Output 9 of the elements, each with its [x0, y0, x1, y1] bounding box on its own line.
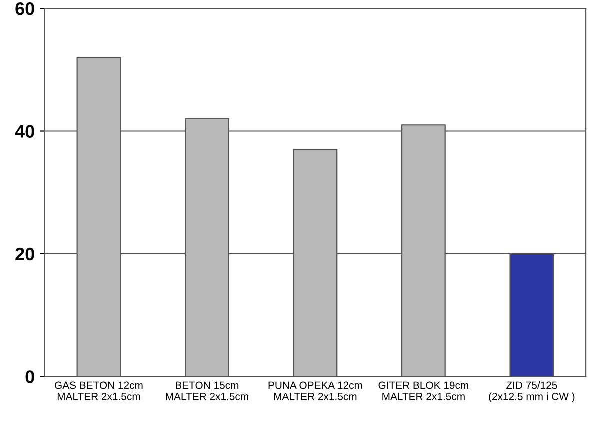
y-tick-label: 20 — [16, 248, 34, 261]
y-tick-label: 40 — [15, 125, 34, 138]
y-tick-label: 0 — [26, 370, 34, 384]
y-tick-label: 60 — [16, 2, 34, 16]
x-tick-label: GAS BETON 12cm MALTER 2x1.5cm — [55, 382, 143, 400]
x-tick-label: ZID 75/125 (2x12.5 mm i CW ) — [489, 382, 575, 402]
x-tick-label: PUNA OPEKA 12cm MALTER 2x1.5cm — [268, 382, 362, 400]
x-tick-label: GITER BLOK 19cm MALTER 2x1.5cm — [378, 382, 468, 400]
x-tick-label: BETON 15cm MALTER 2x1.5cm — [166, 382, 248, 400]
